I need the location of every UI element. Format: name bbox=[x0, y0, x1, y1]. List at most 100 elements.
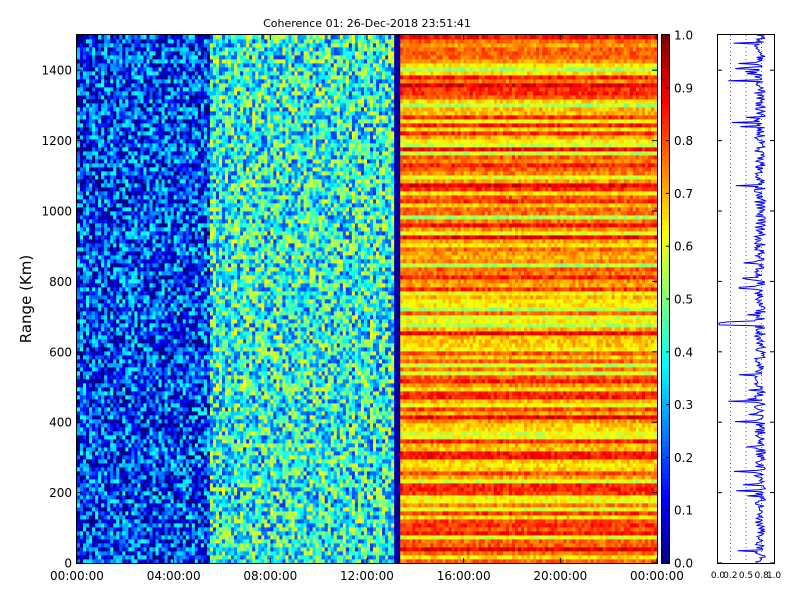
heatmap-cell-4832 bbox=[186, 239, 189, 243]
heatmap-cell-4529 bbox=[180, 395, 183, 399]
heatmap-cell-3879 bbox=[165, 355, 168, 359]
heatmap-cell-699 bbox=[92, 403, 95, 407]
heatmap-cell-2906 bbox=[143, 551, 146, 555]
heatmap-cell-4760 bbox=[186, 527, 189, 531]
heatmap-cell-404 bbox=[86, 527, 89, 531]
heatmap-cell-506 bbox=[86, 119, 89, 123]
heatmap-cell-4581 bbox=[180, 187, 183, 191]
heatmap-cell-3728 bbox=[162, 431, 165, 435]
heatmap-cell-375 bbox=[83, 115, 86, 119]
heatmap-cell-4802 bbox=[186, 359, 189, 363]
heatmap-cell-1797 bbox=[116, 235, 119, 239]
heatmap-cell-2661 bbox=[137, 475, 140, 479]
heatmap-cell-1734 bbox=[116, 487, 119, 491]
heatmap-cell-3011 bbox=[143, 131, 146, 135]
heatmap-cell-3450 bbox=[156, 487, 159, 491]
heatmap-cell-1303 bbox=[104, 99, 107, 103]
heatmap-cell-1956 bbox=[119, 127, 122, 131]
heatmap-cell-159 bbox=[80, 451, 83, 455]
heatmap-cell-3614 bbox=[159, 359, 162, 363]
heatmap-cell-4266 bbox=[174, 391, 177, 395]
heatmap-cell-2872 bbox=[140, 159, 143, 163]
heatmap-cell-849 bbox=[95, 331, 98, 335]
heatmap-cell-736 bbox=[92, 255, 95, 259]
heatmap-cell-4116 bbox=[171, 463, 174, 467]
heatmap-cell-3812 bbox=[162, 95, 165, 99]
heatmap-cell-285 bbox=[83, 475, 86, 479]
heatmap-cell-1123 bbox=[101, 291, 104, 295]
heatmap-cell-605 bbox=[89, 251, 92, 255]
heatmap-cell-4965 bbox=[189, 235, 192, 239]
heatmap-cell-2987 bbox=[143, 227, 146, 231]
heatmap-cell-1033 bbox=[98, 123, 101, 127]
heatmap-cell-3329 bbox=[153, 443, 156, 447]
heatmap-cell-3850 bbox=[165, 471, 168, 475]
heatmap-cell-4686 bbox=[183, 295, 186, 299]
heatmap-cell-1177 bbox=[101, 75, 104, 79]
heatmap-cell-3475 bbox=[156, 387, 159, 391]
heatmap-cell-4804 bbox=[186, 351, 189, 355]
heatmap-cell-2153 bbox=[125, 395, 128, 399]
heatmap-cell-2962 bbox=[143, 327, 146, 331]
heatmap-cell-583 bbox=[89, 339, 92, 343]
heatmap-cell-258 bbox=[80, 55, 83, 59]
heatmap-cell-3566 bbox=[159, 551, 162, 555]
heatmap-cell-4419 bbox=[177, 307, 180, 311]
heatmap-cell-3012 bbox=[143, 127, 146, 131]
heatmap-cell-3243 bbox=[150, 259, 153, 263]
heatmap-cell-3704 bbox=[162, 527, 165, 531]
heatmap-cell-3438 bbox=[156, 535, 159, 539]
heatmap-cell-4579 bbox=[180, 195, 183, 199]
heatmap-cell-2537 bbox=[134, 443, 137, 447]
heatmap-cell-1841 bbox=[116, 59, 119, 63]
heatmap-cell-678 bbox=[92, 487, 95, 491]
heatmap-cell-2359 bbox=[128, 99, 131, 103]
heatmap-cell-3963 bbox=[168, 547, 171, 551]
heatmap-cell-2864 bbox=[140, 191, 143, 195]
heatmap-cell-2826 bbox=[140, 343, 143, 347]
heatmap-cell-1964 bbox=[119, 95, 122, 99]
heatmap-cell-1704 bbox=[113, 79, 116, 83]
heatmap-cell-1917 bbox=[119, 283, 122, 287]
heatmap-cell-251 bbox=[80, 83, 83, 87]
heatmap-cell-3694 bbox=[159, 39, 162, 43]
heatmap-cell-1351 bbox=[107, 435, 110, 439]
heatmap-cell-309 bbox=[83, 379, 86, 383]
heatmap-cell-3938 bbox=[165, 119, 168, 123]
heatmap-cell-287 bbox=[83, 467, 86, 471]
heatmap-cell-3399 bbox=[153, 163, 156, 167]
heatmap-cell-1980 bbox=[122, 559, 125, 563]
heatmap-cell-1366 bbox=[107, 375, 110, 379]
heatmap-cell-2000 bbox=[122, 479, 125, 483]
heatmap-cell-4775 bbox=[186, 467, 189, 471]
heatmap-cell-2145 bbox=[125, 427, 128, 431]
heatmap-cell-4176 bbox=[171, 223, 174, 227]
heatmap-cell-3068 bbox=[146, 431, 149, 435]
heatmap-cell-3569 bbox=[159, 539, 162, 543]
heatmap-cell-1667 bbox=[113, 227, 116, 231]
heatmap-cell-4917 bbox=[189, 427, 192, 431]
heatmap-cell-1148 bbox=[101, 191, 104, 195]
heatmap-cell-4177 bbox=[171, 219, 174, 223]
heatmap-cell-4065 bbox=[168, 139, 171, 143]
heatmap-cell-3524 bbox=[156, 191, 159, 195]
heatmap-cell-993 bbox=[98, 283, 101, 287]
heatmap-cell-806 bbox=[95, 503, 98, 507]
heatmap-cell-3340 bbox=[153, 399, 156, 403]
heatmap-cell-3683 bbox=[159, 83, 162, 87]
heatmap-cell-2202 bbox=[125, 199, 128, 203]
heatmap-cell-290 bbox=[83, 455, 86, 459]
heatmap-cell-2899 bbox=[140, 51, 143, 55]
heatmap-cell-3746 bbox=[162, 359, 165, 363]
heatmap-cell-1599 bbox=[113, 499, 116, 503]
heatmap-cell-637 bbox=[89, 123, 92, 127]
heatmap-cell-1897 bbox=[119, 363, 122, 367]
heatmap-cell-1295 bbox=[104, 131, 107, 135]
heatmap-cell-1090 bbox=[101, 423, 104, 427]
heatmap-cell-2822 bbox=[140, 359, 143, 363]
heatmap-cell-2965 bbox=[143, 315, 146, 319]
heatmap-cell-759 bbox=[92, 163, 95, 167]
heatmap-cell-3719 bbox=[162, 467, 165, 471]
heatmap-cell-4033 bbox=[168, 267, 171, 271]
heatmap-cell-4121 bbox=[171, 443, 174, 447]
